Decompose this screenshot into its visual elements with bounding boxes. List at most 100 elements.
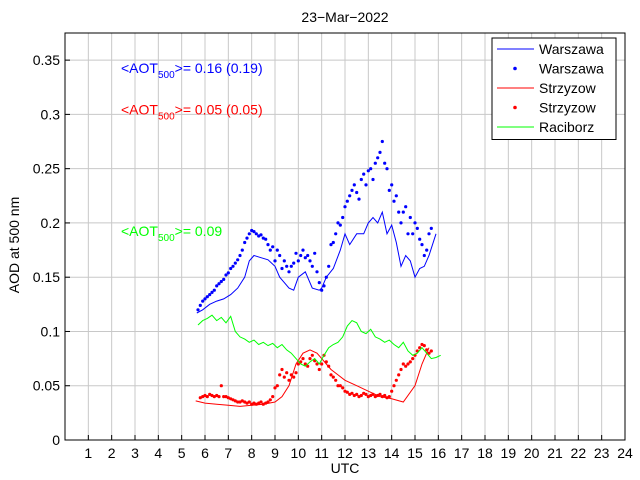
data-point	[411, 357, 415, 361]
x-tick-label: 23	[594, 445, 610, 461]
y-tick-label: 0	[52, 432, 60, 448]
data-point	[280, 367, 284, 372]
data-point	[390, 183, 394, 187]
data-point	[236, 258, 240, 262]
y-axis-label: AOD at 500 nm	[6, 197, 22, 294]
data-point	[385, 167, 389, 171]
x-tick-label: 6	[201, 445, 209, 461]
data-point	[299, 253, 303, 258]
data-point	[357, 197, 361, 201]
data-point	[217, 282, 221, 286]
data-point	[413, 221, 417, 225]
data-point	[336, 384, 340, 388]
x-tick-label: 2	[108, 445, 116, 461]
data-point	[427, 232, 431, 236]
data-point	[301, 357, 305, 361]
data-point	[320, 362, 324, 366]
data-point	[222, 277, 226, 281]
legend-entry: Strzyzow	[539, 80, 597, 96]
data-point	[373, 161, 377, 165]
data-point	[343, 205, 347, 209]
data-point	[427, 351, 431, 355]
data-point	[418, 237, 422, 241]
x-tick-label: 1	[84, 445, 92, 461]
data-point	[373, 395, 377, 399]
data-point	[198, 396, 202, 400]
data-point	[266, 243, 270, 247]
data-point	[278, 253, 282, 258]
legend-entry: Strzyzow	[539, 100, 597, 116]
data-point	[303, 256, 307, 260]
data-point	[259, 233, 263, 237]
data-point	[315, 362, 319, 366]
data-point	[278, 373, 282, 377]
data-point	[240, 399, 244, 403]
data-point	[282, 259, 286, 263]
data-point	[210, 290, 214, 294]
data-point	[198, 303, 202, 307]
y-tick-label: 0.3	[41, 106, 61, 122]
data-point	[308, 357, 312, 361]
data-point	[380, 139, 384, 144]
data-point	[378, 150, 382, 154]
series-line-0	[196, 210, 437, 314]
x-tick-label: 16	[431, 445, 447, 461]
data-point	[397, 373, 401, 377]
data-point	[317, 367, 321, 372]
data-point	[315, 270, 319, 274]
data-point	[366, 169, 370, 173]
data-point	[355, 392, 359, 396]
data-point	[327, 364, 331, 368]
data-point	[285, 371, 289, 375]
data-point	[294, 371, 298, 375]
data-point	[233, 261, 237, 265]
data-point	[406, 362, 410, 366]
series-points-3	[198, 342, 433, 406]
y-tick-label: 0.1	[41, 323, 61, 339]
data-point	[397, 210, 401, 214]
data-point	[313, 251, 317, 255]
data-point	[226, 271, 230, 275]
legend-entry: Warszawa	[539, 41, 604, 57]
data-point	[371, 177, 375, 182]
series-points-1	[196, 139, 433, 312]
data-point	[425, 348, 429, 352]
data-point	[226, 396, 230, 400]
data-point	[338, 384, 342, 388]
data-point	[240, 248, 244, 252]
data-point	[401, 362, 405, 366]
legend-swatch	[513, 66, 517, 71]
data-point	[394, 378, 398, 382]
x-tick-label: 8	[248, 445, 256, 461]
x-tick-label: 11	[314, 445, 329, 461]
data-point	[317, 281, 321, 285]
data-point	[308, 259, 312, 263]
data-point	[399, 367, 403, 372]
x-tick-label: 20	[524, 445, 540, 461]
data-point	[310, 264, 314, 268]
x-tick-label: 14	[384, 445, 400, 461]
data-point	[275, 248, 279, 252]
data-point	[345, 390, 349, 394]
data-point	[387, 188, 391, 192]
data-point	[208, 293, 212, 297]
x-tick-label: 18	[477, 445, 493, 461]
data-point	[359, 177, 363, 182]
data-point	[341, 215, 345, 220]
data-point	[408, 360, 412, 364]
data-point	[229, 266, 233, 271]
data-point	[268, 248, 272, 252]
data-point	[376, 156, 380, 160]
data-point	[350, 188, 354, 192]
y-tick-label: 0.05	[33, 378, 60, 394]
series-layer	[195, 139, 441, 407]
data-point	[411, 232, 415, 236]
data-point	[245, 236, 249, 240]
y-tick-label: 0.35	[33, 52, 60, 68]
data-point	[222, 395, 226, 399]
data-point	[247, 232, 251, 236]
data-point	[350, 391, 354, 395]
x-tick-label: 5	[178, 445, 186, 461]
x-tick-label: 7	[224, 445, 232, 461]
data-point	[355, 190, 359, 195]
